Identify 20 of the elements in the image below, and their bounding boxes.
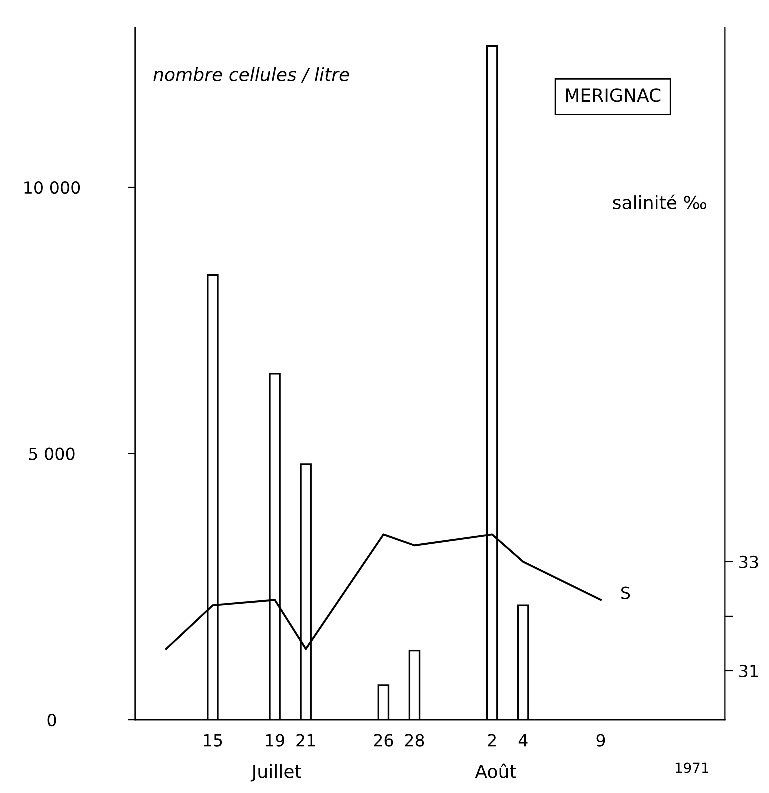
- y-tick-label: 0: [48, 714, 56, 727]
- x-tick-label: 19: [266, 734, 284, 747]
- y-tick-label: 5 000: [29, 448, 75, 460]
- text: MERIGNAC: [566, 88, 661, 102]
- x-tick-label: 21: [296, 734, 316, 747]
- x-tick-label: 15: [204, 734, 222, 747]
- x-tick-label: 2: [488, 734, 496, 747]
- text: Juillet: [250, 764, 302, 782]
- series-label: S: [622, 586, 630, 600]
- text: 1971: [676, 762, 708, 774]
- text: Août: [475, 764, 516, 778]
- y2-tick-label: 31: [740, 664, 758, 678]
- x-tick-label: 9: [596, 734, 606, 747]
- x-tick-label: 28: [405, 734, 424, 747]
- y-tick-label: 10 000: [24, 181, 80, 194]
- x-tick-label: 26: [374, 734, 394, 747]
- y2-axis-title: salinité ‰: [613, 194, 706, 210]
- y-axis-title: nombre cellules / litre: [154, 67, 350, 83]
- x-tick-label: 4: [518, 734, 528, 747]
- y2-tick-label: 33: [740, 556, 758, 569]
